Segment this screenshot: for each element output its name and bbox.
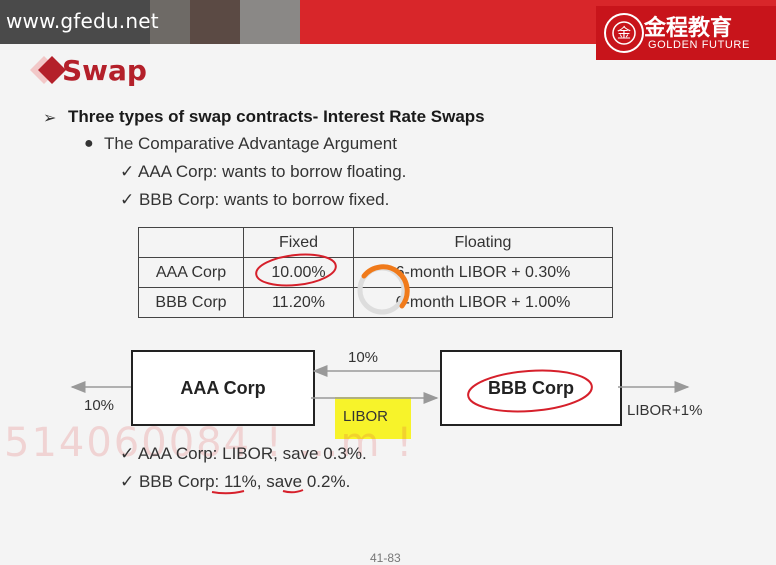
slide-title: Swap <box>62 54 147 87</box>
dot-bullet-icon: ● <box>84 135 94 152</box>
arrow-bullet-icon: ➢ <box>43 110 57 127</box>
table-header-row: Fixed Floating <box>138 227 613 258</box>
table-cell: BBB Corp <box>138 287 244 318</box>
table-header-cell: Fixed <box>243 227 354 258</box>
annotation-underline-save <box>282 489 304 494</box>
sub-heading: The Comparative Advantage Argument <box>104 134 397 153</box>
check-icon: ✓ <box>120 162 139 181</box>
logo-chinese-text: 金程教育 <box>644 16 733 41</box>
svg-text:金: 金 <box>617 26 631 42</box>
site-url: www.gfedu.net <box>6 9 159 33</box>
page-number: 41-83 <box>370 551 401 565</box>
point-aaa: ✓ AAA Corp: wants to borrow floating. <box>120 162 407 181</box>
rates-table: Fixed Floating AAA Corp 10.00% 6-month L… <box>138 227 613 318</box>
logo-english-text: GOLDEN FUTURE <box>648 39 750 51</box>
libor-highlight <box>335 397 411 439</box>
result-bbb: ✓ BBB Corp: 11%, save 0.2%. <box>120 472 351 491</box>
loading-spinner-icon <box>361 264 410 309</box>
title-diamond-dark <box>38 56 66 84</box>
float-flow-label: LIBOR <box>343 408 389 425</box>
brand-logo: 金 金程教育 GOLDEN FUTURE <box>596 6 776 60</box>
bbb-external-label: LIBOR+1% <box>627 402 703 419</box>
table-cell: 11.20% <box>243 287 354 318</box>
table-cell: 6-month LIBOR + 1.00% <box>353 287 613 318</box>
fixed-flow-label: 10% <box>348 349 379 366</box>
point-bbb: ✓ BBB Corp: wants to borrow fixed. <box>120 190 390 209</box>
table-row: BBB Corp 11.20% 6-month LIBOR + 1.00% <box>138 287 613 318</box>
annotation-circle-fixed <box>255 253 337 287</box>
table-cell: 10.00% <box>243 257 354 288</box>
aaa-corp-box: AAA Corp <box>131 350 315 426</box>
annotation-underline-11 <box>211 490 245 495</box>
logo-seal-icon: 金 <box>604 13 644 53</box>
result-aaa: ✓ AAA Corp: LIBOR, save 0.3%. <box>120 444 367 463</box>
check-icon: ✓ <box>120 444 139 463</box>
watermark: 514060084 ! …m ! <box>4 420 415 466</box>
check-icon: ✓ <box>120 190 139 209</box>
section-heading: Three types of swap contracts- Interest … <box>68 107 485 126</box>
annotation-circle-bbb <box>467 369 593 413</box>
check-icon: ✓ <box>120 472 139 491</box>
aaa-external-label: 10% <box>84 397 115 414</box>
table-row: AAA Corp 10.00% 6-month LIBOR + 0.30% <box>138 257 613 288</box>
table-cell: AAA Corp <box>138 257 244 288</box>
